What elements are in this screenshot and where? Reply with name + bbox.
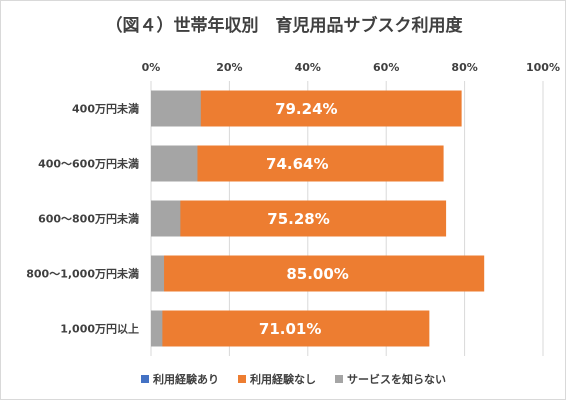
bar-segment (151, 200, 447, 237)
category-label: 400万円未満 (72, 102, 139, 116)
bar-segment (151, 200, 181, 237)
bar-segment (151, 145, 198, 182)
legend-label: 利用経験あり (153, 372, 219, 386)
x-tick-label: 20% (216, 61, 242, 74)
category-label: 400～600万円未満 (38, 157, 139, 171)
bar-segment (151, 255, 165, 292)
data-label: 2.90% (503, 322, 541, 335)
data-label: 7.49% (503, 212, 541, 225)
bar-segment (151, 90, 201, 127)
data-label: 12.71% (495, 102, 541, 115)
data-label: 11.85% (495, 157, 541, 170)
legend-label: サービスを知らない (347, 372, 446, 386)
category-label: 800～1,000万円未満 (26, 267, 139, 281)
x-tick-label: 40% (295, 61, 321, 74)
x-tick-label: 0% (142, 61, 161, 74)
legend-label: 利用経験なし (250, 372, 316, 386)
x-tick-label: 60% (373, 61, 399, 74)
data-label: 3.33% (503, 267, 541, 280)
data-label: 71.01% (259, 320, 321, 338)
data-label: 79.24% (275, 100, 337, 118)
data-label: 85.00% (286, 265, 348, 283)
bar-segment (151, 255, 485, 292)
legend-swatch (141, 375, 149, 383)
category-label: 600～800万円未満 (38, 212, 139, 226)
legend-swatch (238, 375, 246, 383)
category-label: 1,000万円以上 (60, 322, 139, 336)
x-tick-label: 100% (526, 61, 560, 74)
data-label: 75.28% (267, 210, 329, 228)
data-label: 74.64% (266, 155, 328, 173)
chart-title: （図４）世帯年収別 育児用品サブスク利用度 (105, 16, 463, 36)
bar-segment (151, 310, 430, 347)
bar-segment (151, 90, 462, 127)
x-tick-label: 80% (451, 61, 477, 74)
legend-swatch (335, 375, 343, 383)
bar-segment (151, 145, 444, 182)
bar-segment (151, 310, 163, 347)
